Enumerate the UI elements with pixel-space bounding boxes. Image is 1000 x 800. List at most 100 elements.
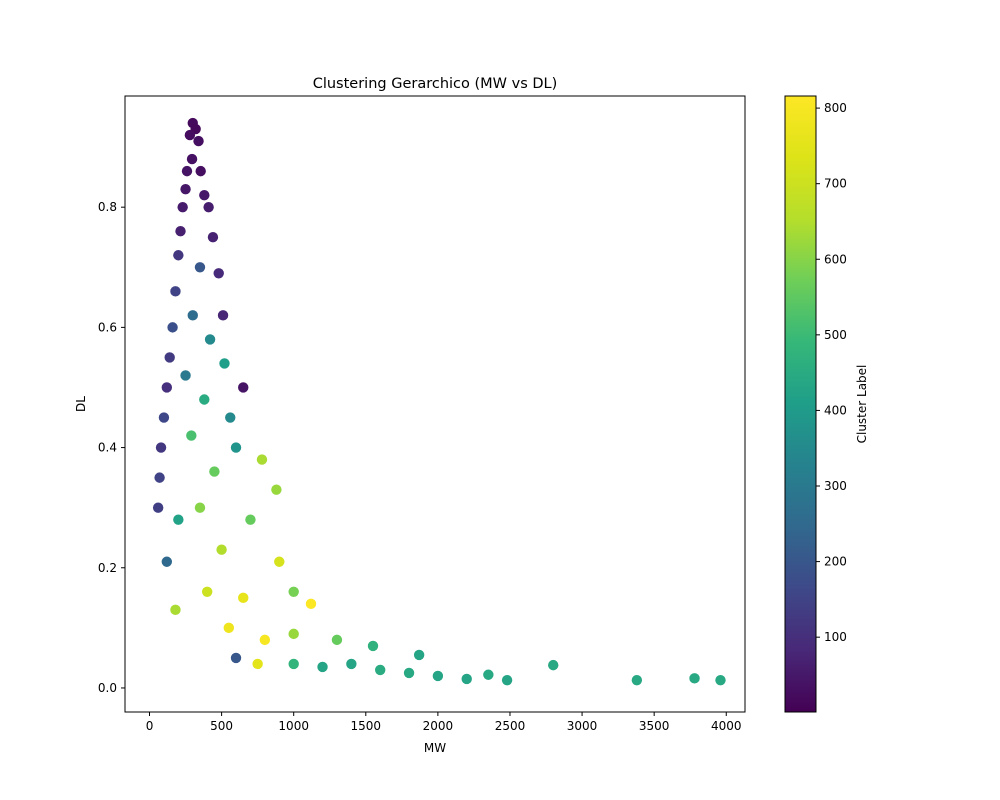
- colorbar-tick-label: 800: [824, 101, 847, 115]
- x-tick-label: 500: [210, 719, 233, 733]
- scatter-point: [173, 250, 184, 261]
- x-axis-label: MW: [424, 741, 446, 755]
- y-tick-label: 0.0: [98, 681, 117, 695]
- x-tick-label: 0: [146, 719, 154, 733]
- scatter-point: [161, 382, 173, 393]
- scatter-point: [288, 586, 299, 598]
- scatter-point: [331, 634, 343, 646]
- scatter-point: [158, 412, 170, 423]
- scatter-point: [216, 544, 227, 555]
- scatter-point: [187, 310, 198, 321]
- scatter-point: [432, 670, 444, 682]
- scatter-point: [194, 262, 206, 273]
- scatter-point: [631, 674, 643, 686]
- scatter-point: [346, 658, 357, 670]
- colorbar-tick-label: 500: [824, 328, 847, 342]
- scatter-point: [213, 268, 224, 279]
- scatter-point: [175, 226, 186, 237]
- scatter-point: [715, 674, 726, 686]
- y-tick-label: 0.6: [98, 320, 117, 334]
- scatter-point: [689, 673, 700, 684]
- scatter-point: [305, 598, 317, 610]
- x-axis-ticks: 0 500 1000 1500 2000 2500 3000 3500 4000: [146, 712, 742, 733]
- colorbar: [784, 95, 817, 713]
- scatter-point: [195, 165, 206, 177]
- colorbar-tick-label: 400: [824, 403, 847, 417]
- scatter-point: [256, 454, 268, 465]
- colorbar-ticks: 100 200 300 400 500 600 700 800: [816, 101, 847, 644]
- scatter-point: [204, 334, 216, 345]
- scatter-point: [501, 674, 513, 686]
- scatter-point: [170, 286, 181, 297]
- scatter-point: [161, 556, 173, 567]
- scatter-point: [209, 466, 220, 477]
- colorbar-tick-label: 700: [824, 177, 847, 191]
- scatter-point: [199, 189, 210, 201]
- y-axis-ticks: 0.0 0.2 0.4 0.6 0.8: [98, 200, 125, 695]
- x-tick-label: 3500: [639, 719, 670, 733]
- scatter-point: [375, 664, 386, 676]
- scatter-point: [164, 352, 175, 363]
- scatter-point: [288, 658, 299, 670]
- x-tick-label: 2500: [495, 719, 526, 733]
- y-axis-label: DL: [74, 396, 88, 412]
- scatter-point: [245, 514, 256, 525]
- scatter-point: [184, 129, 196, 141]
- scatter-point: [186, 430, 197, 441]
- scatter-point: [173, 514, 184, 525]
- scatter-point: [207, 232, 219, 243]
- scatter-point: [180, 370, 191, 381]
- scatter-point: [154, 472, 165, 483]
- scatter-point: [219, 358, 230, 369]
- scatter-point: [203, 201, 214, 213]
- x-tick-label: 2000: [423, 719, 454, 733]
- scatter-point: [177, 201, 188, 213]
- scatter-point: [461, 673, 472, 685]
- scatter-point: [180, 183, 191, 195]
- scatter-point: [413, 649, 425, 661]
- scatter-point: [155, 442, 167, 453]
- x-tick-label: 1000: [278, 719, 309, 733]
- plot-area-frame: [124, 95, 746, 713]
- scatter-point: [271, 484, 282, 495]
- scatter-point: [252, 658, 263, 670]
- scatter-point: [367, 640, 379, 652]
- colorbar-tick-label: 100: [824, 630, 847, 644]
- scatter-point: [483, 669, 494, 680]
- scatter-point: [181, 165, 193, 177]
- colorbar-tick-label: 200: [824, 555, 847, 569]
- scatter-point: [193, 135, 204, 147]
- scatter-point: [317, 661, 328, 673]
- scatter-point: [217, 310, 229, 321]
- scatter-point: [223, 622, 235, 634]
- scatter-point: [548, 659, 559, 671]
- scatter-point: [288, 628, 299, 640]
- scatter-point: [170, 604, 181, 616]
- scatter-point: [230, 652, 242, 664]
- scatter-point: [167, 322, 178, 333]
- colorbar-tick-label: 300: [824, 479, 847, 493]
- scatter-point: [199, 394, 210, 405]
- colorbar-tick-label: 600: [824, 252, 847, 266]
- colorbar-label: Cluster Label: [855, 365, 869, 444]
- scatter-point: [201, 586, 213, 598]
- scatter-point: [259, 634, 271, 646]
- scatter-point: [238, 592, 249, 604]
- x-tick-label: 1500: [351, 719, 382, 733]
- y-tick-label: 0.2: [98, 561, 117, 575]
- scatter-point: [152, 502, 164, 513]
- y-tick-label: 0.4: [98, 441, 117, 455]
- scatter-point: [225, 412, 236, 423]
- x-tick-label: 4000: [711, 719, 742, 733]
- scatter-point: [403, 667, 415, 679]
- scatter-point: [238, 382, 249, 393]
- chart-title: Clustering Gerarchico (MW vs DL): [313, 76, 558, 92]
- scatter-point: [274, 556, 285, 567]
- scatter-point: [194, 502, 206, 513]
- scatter-point: [186, 153, 198, 165]
- y-tick-label: 0.8: [98, 200, 117, 214]
- scatter-points: [152, 117, 726, 686]
- x-tick-label: 3000: [567, 719, 598, 733]
- scatter-point: [230, 442, 242, 453]
